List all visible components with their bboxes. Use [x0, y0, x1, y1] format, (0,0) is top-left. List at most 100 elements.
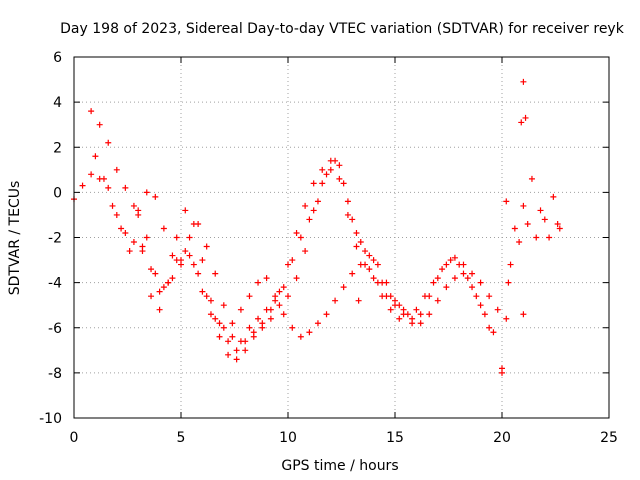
data-point-track-c [195, 220, 202, 227]
data-point-track-c [220, 302, 227, 309]
data-point-track-d [417, 320, 424, 327]
data-point-track-d [229, 320, 236, 327]
data-point-track-b [207, 297, 214, 304]
data-point-track-a [156, 288, 163, 295]
data-point-track-a [302, 202, 309, 209]
data-point-track-d [186, 252, 193, 259]
data-point-track-b [327, 166, 334, 173]
data-point-track-b [156, 306, 163, 313]
data-point-track-b [139, 243, 146, 250]
data-point-track-a [473, 293, 480, 300]
data-point-track-a [319, 166, 326, 173]
y-tick-label: -8 [48, 366, 62, 382]
data-point-track-b [353, 243, 360, 250]
data-point-track-c [229, 333, 236, 340]
data-point-track-b [165, 279, 172, 286]
data-point-track-d [443, 284, 450, 291]
data-point-track-d [220, 324, 227, 331]
data-point-track-d [409, 315, 416, 322]
data-point-track-c [306, 216, 313, 223]
axis-ticks: 0 5 10 15 20 25 -10 -8 -6 -4 -2 0 2 4 6 [39, 50, 618, 446]
data-point-track-a [113, 211, 120, 218]
data-point-track-d [349, 270, 356, 277]
data-point-track-d [152, 270, 159, 277]
data-point-track-c [297, 234, 304, 241]
data-point-track-b [285, 293, 291, 300]
data-point-track-d [289, 324, 296, 331]
data-point-track-c [486, 293, 493, 300]
data-point-track-b [130, 202, 137, 209]
data-point-track-b [105, 139, 112, 146]
data-point-isolated [505, 279, 512, 286]
data-point-track-b [199, 257, 206, 264]
data-point-track-b [242, 347, 249, 354]
data-point-track-b [216, 320, 223, 327]
data-point-track-b [344, 211, 351, 218]
data-point-track-d [314, 320, 321, 327]
data-point-track-d [169, 275, 176, 282]
data-point-isolated [520, 78, 527, 85]
data-point-track-c [92, 153, 99, 160]
data-point-track-d [366, 266, 373, 273]
data-point-track-e [511, 225, 518, 232]
data-point-track-c [451, 254, 458, 261]
data-point-isolated [518, 119, 525, 126]
data-point-track-d [306, 329, 313, 336]
data-point-track-d [160, 284, 167, 291]
data-point-track-c [280, 284, 287, 291]
data-point-track-a [370, 257, 377, 264]
data-point-track-a [88, 171, 95, 178]
data-point-track-d [246, 293, 253, 300]
data-point-track-f [533, 234, 540, 241]
data-point-track-a [276, 288, 283, 295]
data-point-track-a [413, 306, 420, 313]
data-point-track-b [250, 333, 257, 340]
data-point-track-b [387, 306, 394, 313]
x-axis-label: GPS time / hours [281, 458, 398, 474]
data-point-track-f [550, 193, 557, 200]
data-point-isolated [499, 369, 505, 376]
chart-title: Day 198 of 2023, Sidereal Day-to-day VTE… [60, 21, 625, 37]
data-point-track-d [237, 306, 244, 313]
data-point-track-c [383, 279, 390, 286]
data-point-track-a [481, 311, 488, 318]
data-point-track-d [477, 302, 484, 309]
data-point-track-d [280, 311, 287, 318]
data-point-track-d [340, 284, 347, 291]
data-point-track-d [255, 279, 262, 286]
y-tick-label: -2 [48, 231, 62, 247]
data-point-track-c [118, 225, 125, 232]
data-point-track-b [148, 293, 155, 300]
data-point-track-a [310, 180, 317, 187]
data-point-track-b [267, 315, 274, 322]
data-point-track-d [323, 311, 330, 318]
y-tick-label: 2 [53, 140, 62, 156]
data-point-track-b [122, 184, 129, 191]
data-point-track-b [276, 302, 283, 309]
data-point-track-f [541, 216, 548, 223]
data-point-track-c [186, 234, 193, 241]
data-point-track-a [216, 333, 223, 340]
data-point-track-d [400, 306, 407, 313]
data-point-track-d [383, 293, 390, 300]
data-point-track-f [556, 225, 563, 232]
data-point-track-c [332, 157, 339, 164]
data-point-isolated [503, 315, 510, 322]
data-point-track-b [319, 180, 326, 187]
data-point-track-a [190, 261, 197, 268]
x-tick-label: 15 [386, 430, 404, 446]
data-point-track-c [246, 324, 253, 331]
data-point-track-d [297, 333, 304, 340]
data-point-track-b [113, 166, 120, 173]
data-point-track-a [285, 261, 291, 268]
data-point-track-a [122, 229, 129, 236]
data-point-track-b [336, 175, 343, 182]
data-point-track-c [126, 248, 133, 255]
data-point-track-a [439, 266, 446, 273]
data-point-track-a [225, 351, 232, 358]
x-tick-label: 10 [279, 430, 297, 446]
x-tick-label: 5 [177, 430, 186, 446]
data-point-track-f [524, 220, 531, 227]
data-point-track-d [460, 270, 467, 277]
